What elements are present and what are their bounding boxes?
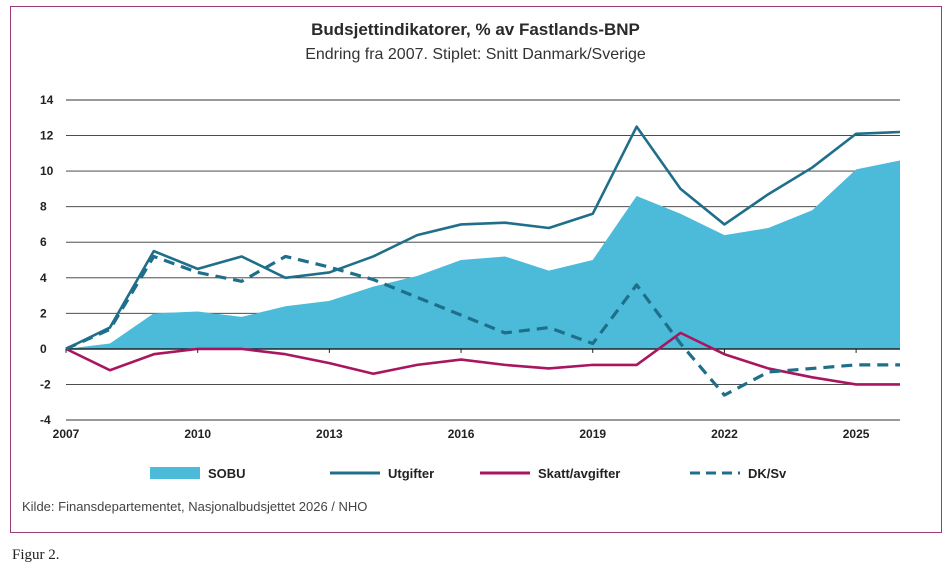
legend-label: Utgifter bbox=[388, 466, 434, 481]
series-line-utgifter bbox=[65, 125, 901, 351]
y-tick-label: 6 bbox=[40, 235, 47, 249]
y-tick-label: 10 bbox=[40, 164, 54, 178]
y-tick-label: 2 bbox=[40, 306, 47, 320]
chart-subtitle: Endring fra 2007. Stiplet: Snitt Danmark… bbox=[305, 46, 646, 63]
y-tick-label: 8 bbox=[40, 200, 47, 214]
y-axis-ticks: 14 12 10 8 6 4 2 0 -2 -4 bbox=[40, 93, 54, 427]
series-line-skatt-avgifter bbox=[65, 331, 900, 386]
x-tick-label: 2007 bbox=[53, 427, 80, 441]
legend-label: Skatt/avgifter bbox=[538, 466, 620, 481]
x-tick-label: 2013 bbox=[316, 427, 343, 441]
chart-title: Budsjettindikatorer, % av Fastlands-BNP bbox=[311, 20, 640, 39]
y-tick-label: -2 bbox=[40, 377, 51, 391]
y-tick-label: 14 bbox=[40, 93, 54, 107]
legend-label: SOBU bbox=[208, 466, 246, 481]
x-axis-ticks: 2007 2010 2013 2016 2019 2022 2025 bbox=[53, 348, 870, 441]
x-tick-label: 2016 bbox=[448, 427, 475, 441]
x-tick-label: 2010 bbox=[184, 427, 211, 441]
y-tick-label: 4 bbox=[40, 271, 47, 285]
series-area-sobu bbox=[66, 160, 900, 349]
legend-label: DK/Sv bbox=[748, 466, 787, 481]
x-tick-label: 2019 bbox=[579, 427, 606, 441]
source-note: Kilde: Finansdepartementet, Nasjonalbuds… bbox=[22, 499, 368, 514]
x-tick-label: 2022 bbox=[711, 427, 738, 441]
line-layer bbox=[65, 125, 901, 397]
y-tick-label: -4 bbox=[40, 413, 51, 427]
y-tick-label: 0 bbox=[40, 342, 47, 356]
x-tick-label: 2025 bbox=[843, 427, 870, 441]
legend: SOBU Utgifter Skatt/avgifter DK/Sv bbox=[150, 466, 787, 481]
legend-swatch-sobu bbox=[150, 467, 200, 479]
y-tick-label: 12 bbox=[40, 129, 54, 143]
figure-caption: Figur 2. bbox=[12, 547, 60, 563]
series-line-dk-sv bbox=[65, 254, 900, 397]
